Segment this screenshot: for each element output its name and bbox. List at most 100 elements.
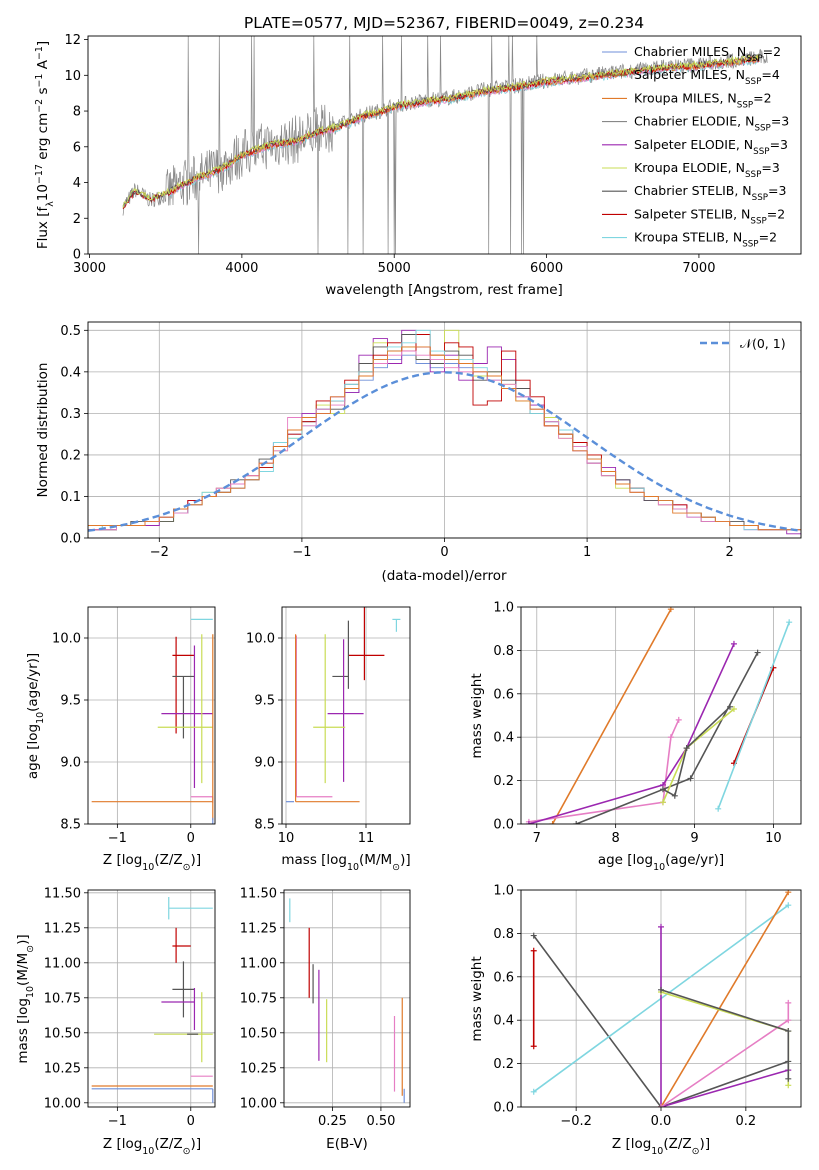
x-tick-label: 0 xyxy=(187,831,195,846)
x-tick-label: 10 xyxy=(278,831,295,846)
weight-marker xyxy=(530,1088,537,1095)
y-tick-label: 1.0 xyxy=(493,601,514,616)
weight-marker xyxy=(687,775,694,782)
axes-frame xyxy=(87,606,216,825)
x-tick-label: −1 xyxy=(108,831,127,846)
y-tick-label: 0.3 xyxy=(60,407,81,422)
y-tick-label: 10.50 xyxy=(240,1026,277,1041)
x-tick-label: −2 xyxy=(150,545,169,560)
weight-marker xyxy=(785,902,792,909)
y-tick-label: 11.50 xyxy=(240,886,277,901)
histogram-step xyxy=(88,346,801,538)
x-tick-label: 0 xyxy=(440,545,448,560)
y-tick-label: 0.2 xyxy=(493,1057,514,1072)
y-axis-label: mass weight xyxy=(469,673,485,758)
y-tick-label: 0.0 xyxy=(60,532,81,547)
legend-label: Chabrier MILES, NSSP=2 xyxy=(634,44,781,64)
weight-marker xyxy=(530,947,537,954)
x-axis-label: Z [log10(Z/Z⊙)] xyxy=(612,1136,710,1157)
weight-line xyxy=(660,1002,790,1107)
weight-marker xyxy=(754,649,761,656)
plot-area xyxy=(282,607,410,824)
x-tick-label: 2 xyxy=(726,545,734,560)
x-tick-label: 0 xyxy=(187,1114,195,1129)
x-tick-label: 1 xyxy=(583,545,591,560)
y-tick-label: 11.00 xyxy=(240,956,277,971)
y-axis-label: mass weight xyxy=(469,956,485,1041)
y-tick-label: 2 xyxy=(73,212,81,227)
y-tick-label: 0.4 xyxy=(60,365,81,380)
normal-curve xyxy=(88,371,801,532)
weight-marker xyxy=(659,786,666,793)
panel-residual-hist: −2 −1 0 1 2 0.0 0.1 0.2 0.3 0.4 0.5 xyxy=(60,321,802,560)
weight-marker xyxy=(573,821,580,824)
weight-marker xyxy=(785,1082,792,1089)
y-tick-label: 4 xyxy=(73,176,81,191)
x-tick-label: 11 xyxy=(358,831,375,846)
weight-line xyxy=(533,935,789,1107)
weight-line xyxy=(528,719,680,823)
weight-marker xyxy=(730,705,737,712)
y-tick-label: 9.0 xyxy=(254,756,275,771)
y-tick-label: 10.00 xyxy=(240,1096,277,1111)
weight-marker xyxy=(786,619,793,626)
plot-area xyxy=(521,890,801,1107)
x-tick-label: 6000 xyxy=(530,261,563,276)
y-tick-label: 11.00 xyxy=(44,956,81,971)
y-axis-label: age [log10(age/yr)] xyxy=(25,653,46,779)
y-tick-label: 0.8 xyxy=(493,644,514,659)
y-tick-label: 0.2 xyxy=(493,774,514,789)
weight-marker xyxy=(658,1104,664,1107)
panel-age-vs-mass: 10 11 8.5 9.0 9.5 10.0 xyxy=(246,606,411,846)
y-tick-label: 10.00 xyxy=(44,1096,81,1111)
spectrum-model-line xyxy=(122,54,760,209)
y-tick-label: 1.0 xyxy=(493,884,514,899)
spectrum-data-line xyxy=(122,36,768,254)
y-tick-label: 0.0 xyxy=(493,818,514,833)
x-axis-label: E(B-V) xyxy=(326,1136,368,1152)
x-axis-label: mass [log10(M/M⊙)] xyxy=(281,852,410,873)
legend-label: Salpeter MILES, NSSP=4 xyxy=(634,67,780,87)
y-tick-label: 10.0 xyxy=(246,632,275,647)
weight-marker xyxy=(785,1075,792,1082)
y-tick-label: 0.1 xyxy=(60,490,81,505)
x-tick-label: 0.2 xyxy=(736,1114,757,1129)
weight-marker xyxy=(675,716,682,723)
legend-label: Chabrier ELODIE, NSSP=3 xyxy=(634,114,789,134)
y-tick-label: 12 xyxy=(64,33,81,48)
legend-label: Kroupa ELODIE, NSSP=3 xyxy=(634,160,780,180)
x-tick-label: 7 xyxy=(533,831,541,846)
axes-frame xyxy=(283,889,411,1108)
y-tick-label: 10.25 xyxy=(240,1061,277,1076)
axes-frame xyxy=(87,889,216,1108)
legend-label: 𝒩(0, 1) xyxy=(740,336,786,351)
y-tick-label: 11.50 xyxy=(44,886,81,901)
x-tick-label: −1 xyxy=(292,545,311,560)
y-axis-label: Flux [fλ10−17 erg cm−2 s−1 A−1] xyxy=(34,41,56,249)
x-tick-label: 4000 xyxy=(225,261,258,276)
weight-line xyxy=(551,608,672,824)
axes-frame xyxy=(281,606,411,825)
panel-spectrum: 3000 4000 5000 6000 7000 0 2 4 6 8 10 12 xyxy=(64,33,802,276)
weight-marker xyxy=(727,703,734,710)
y-tick-label: 8.5 xyxy=(254,818,275,833)
weight-marker xyxy=(659,799,666,806)
y-tick-label: 8.5 xyxy=(60,818,81,833)
panel-age-vs-Z: −1 0 8.5 9.0 9.5 10.0 xyxy=(52,606,216,846)
y-tick-label: 0.2 xyxy=(60,448,81,463)
weight-line xyxy=(717,621,790,810)
weight-line xyxy=(662,706,731,798)
y-tick-label: 10.25 xyxy=(44,1061,81,1076)
legend: Chabrier MILES, NSSP=2 Salpeter MILES, NS… xyxy=(602,44,789,250)
y-tick-label: 9.5 xyxy=(254,694,275,709)
panel-mass-weight-vs-age: 7 8 9 10 0.0 0.2 0.4 0.6 0.8 1.0 xyxy=(493,601,802,846)
x-tick-label: 10 xyxy=(765,831,782,846)
y-tick-label: 0.6 xyxy=(493,970,514,985)
weight-marker xyxy=(785,1017,792,1024)
y-tick-label: 9.0 xyxy=(60,756,81,771)
legend-label: Chabrier STELIB, NSSP=3 xyxy=(634,183,786,203)
axes-frame xyxy=(87,35,802,255)
panel-mass-vs-ebv: 0.25 0.50 10.00 10.25 10.50 10.75 11.00 11.25 11… xyxy=(240,886,411,1129)
y-tick-label: 0.8 xyxy=(493,927,514,942)
weight-marker xyxy=(658,986,664,993)
